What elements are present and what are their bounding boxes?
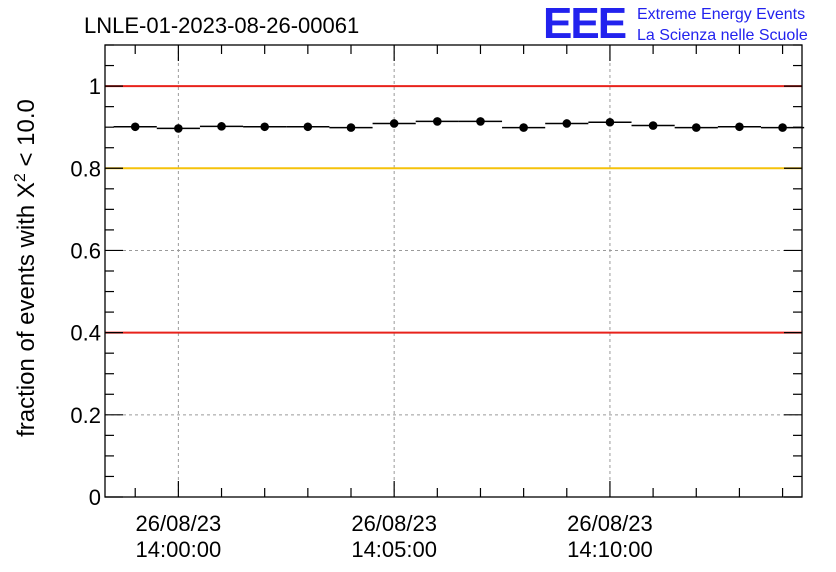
x-tick-label-date: 26/08/23 [351,511,437,536]
y-tick-label: 0.2 [70,403,101,428]
data-point [174,124,183,133]
data-point [519,123,528,132]
eee-logo-mark: EEE [543,0,626,48]
x-tick-label-time: 14:05:00 [351,537,437,562]
data-point [389,119,399,128]
x-tick-label-time: 14:00:00 [136,537,222,562]
data-point [648,121,658,130]
eee-logo: EEE Extreme Energy Events La Scienza nel… [543,0,808,48]
data-point [691,123,701,132]
reference-lines [105,85,802,334]
plot-frame [104,44,803,498]
y-tick-label: 0.4 [70,321,101,346]
y-tick-label: 0 [89,485,101,510]
y-axis-label-prefix: fraction of events with X [13,182,40,437]
data-point [562,119,572,128]
y-axis-label-suffix: < 10.0 [13,99,40,173]
x-tick-label-date: 26/08/23 [136,511,222,536]
grid-lines [105,45,802,497]
data-point [476,117,485,126]
x-tick-labels: 26/08/2314:00:0026/08/2314:05:0026/08/23… [136,511,653,562]
data-point [346,123,356,132]
data-series [113,117,805,133]
y-tick-label: 0.8 [70,156,101,181]
y-axis-label: fraction of events with X2 < 10.0 [12,99,40,437]
x-tick-label-date: 26/08/23 [567,511,653,536]
data-point [605,117,615,127]
data-point [735,122,744,132]
y-tick-labels: 0 0.2 0.4 0.6 0.8 1 [70,74,101,510]
data-point [260,122,269,132]
chart-title: LNLE-01-2023-08-26-00061 [84,13,359,38]
y-tick-label: 1 [89,74,101,99]
data-point [303,122,313,132]
y-axis-label-superscript: 2 [12,173,29,182]
data-point [433,117,442,126]
y-tick-label: 0.6 [70,238,101,263]
data-point [778,123,787,132]
eee-logo-line2: La Scienza nelle Scuole [637,27,808,44]
data-point [130,122,140,132]
axis-ticks [105,44,802,498]
data-point [217,122,226,131]
eee-logo-line1: Extreme Energy Events [637,6,805,23]
x-tick-label-time: 14:10:00 [567,537,653,562]
